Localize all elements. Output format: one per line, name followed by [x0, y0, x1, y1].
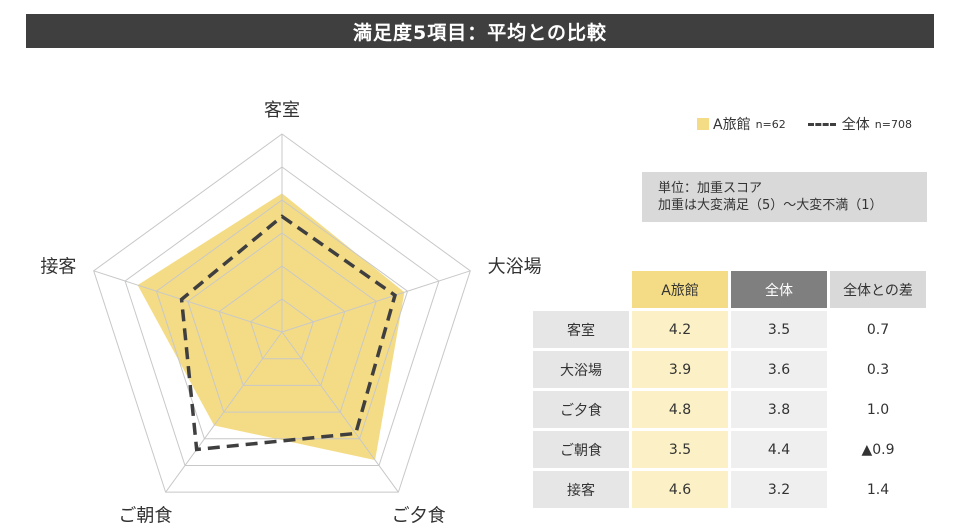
comparison-table: A旅館 全体 全体との差 客室 4.2 3.5 0.7 大浴場 3.9 3.6 … [530, 268, 929, 511]
table-row: 客室 4.2 3.5 0.7 [533, 311, 926, 348]
table-row: 大浴場 3.9 3.6 0.3 [533, 351, 926, 388]
table-header-a: A旅館 [632, 271, 728, 308]
legend-label-all: 全体 [841, 117, 870, 133]
unit-note: 単位：加重スコア 加重は大変満足（5）～大変不満（1） [642, 172, 927, 222]
cell-all: 3.6 [731, 351, 827, 388]
table-header-row: A旅館 全体 全体との差 [533, 271, 926, 308]
row-label: 大浴場 [533, 351, 629, 388]
unit-line-1: 単位：加重スコア [658, 181, 763, 196]
cell-all: 3.2 [731, 471, 827, 508]
cell-all: 4.4 [731, 431, 827, 468]
legend: A旅館 n=62 全体 n=708 [697, 114, 912, 134]
cell-all: 3.8 [731, 391, 827, 428]
row-label: 客室 [533, 311, 629, 348]
legend-label-a: A旅館 [713, 117, 751, 133]
axis-label-4: 接客 [40, 256, 76, 277]
cell-diff: 1.4 [830, 471, 926, 508]
cell-diff: 0.7 [830, 311, 926, 348]
series-a-area [137, 193, 405, 461]
grid-ring [93, 133, 471, 493]
cell-a: 4.8 [632, 391, 728, 428]
legend-swatch-a [697, 118, 709, 130]
cell-diff: 1.0 [830, 391, 926, 428]
table-row: ご朝食 3.5 4.4 ▲0.9 [533, 431, 926, 468]
table-header-blank [533, 271, 629, 308]
grid-spoke [281, 331, 399, 493]
grid-spoke [93, 270, 283, 333]
grid-ring [155, 199, 409, 440]
grid-spoke [281, 270, 471, 333]
axis-label-1: 大浴場 [488, 256, 542, 277]
row-label: 接客 [533, 471, 629, 508]
grid-ring [250, 298, 314, 360]
axis-label-2: ご夕食 [392, 506, 446, 527]
axis-label-3: ご朝食 [118, 506, 172, 527]
grid-spoke [165, 331, 283, 493]
legend-line-all [807, 122, 836, 126]
chart-title: 満足度5項目：平均との比較 [26, 14, 934, 48]
table-row: 接客 4.6 3.2 1.4 [533, 471, 926, 508]
unit-line-2: 加重は大変満足（5）～大変不満（1） [658, 198, 883, 213]
cell-a: 4.6 [632, 471, 728, 508]
grid-ring [218, 265, 346, 386]
legend-n-all: n=708 [874, 117, 912, 131]
row-label: ご夕食 [533, 391, 629, 428]
row-label: ご朝食 [533, 431, 629, 468]
cell-all: 3.5 [731, 311, 827, 348]
cell-a: 4.2 [632, 311, 728, 348]
cell-a: 3.5 [632, 431, 728, 468]
series-all-line [179, 214, 398, 452]
table-row: ご夕食 4.8 3.8 1.0 [533, 391, 926, 428]
cell-a: 3.9 [632, 351, 728, 388]
table-header-all: 全体 [731, 271, 827, 308]
axis-label-0: 客室 [264, 100, 300, 121]
grid-ring [187, 232, 377, 413]
cell-diff: ▲0.9 [830, 431, 926, 468]
table-header-diff: 全体との差 [830, 271, 926, 308]
legend-n-a: n=62 [755, 117, 786, 131]
grid-ring [124, 166, 440, 466]
cell-diff: 0.3 [830, 351, 926, 388]
